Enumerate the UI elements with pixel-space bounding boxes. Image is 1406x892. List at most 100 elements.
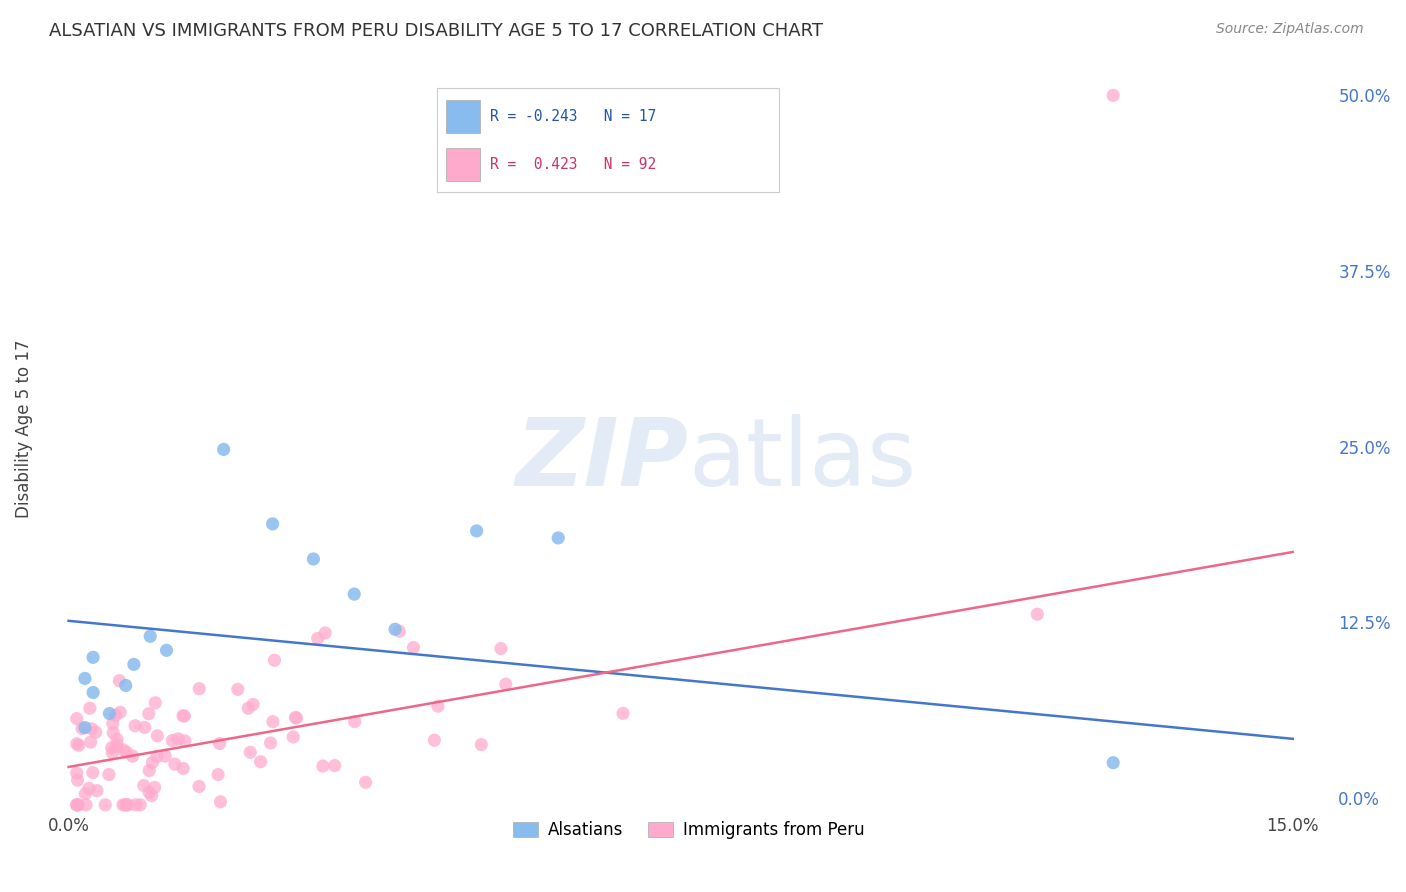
- Point: [343, 714, 366, 729]
- Point: [283, 730, 305, 744]
- Point: [547, 531, 569, 545]
- Point: [354, 775, 377, 789]
- Text: ALSATIAN VS IMMIGRANTS FROM PERU DISABILITY AGE 5 TO 17 CORRELATION CHART: ALSATIAN VS IMMIGRANTS FROM PERU DISABIL…: [49, 22, 823, 40]
- Y-axis label: Disability Age 5 to 17: Disability Age 5 to 17: [15, 340, 32, 518]
- Point: [105, 732, 128, 747]
- Point: [80, 722, 103, 736]
- Point: [242, 698, 264, 712]
- Point: [262, 516, 284, 531]
- Point: [112, 743, 135, 757]
- Point: [77, 781, 100, 796]
- Point: [66, 712, 89, 726]
- Point: [226, 682, 249, 697]
- Legend: Alsatians, Immigrants from Peru: Alsatians, Immigrants from Peru: [506, 814, 872, 846]
- Point: [66, 737, 89, 751]
- Point: [103, 725, 125, 739]
- Point: [143, 780, 166, 795]
- Point: [173, 734, 195, 748]
- Point: [105, 740, 128, 755]
- Point: [75, 787, 97, 801]
- Point: [402, 640, 425, 655]
- Point: [209, 795, 232, 809]
- Point: [1102, 756, 1125, 770]
- Point: [207, 767, 229, 781]
- Point: [312, 759, 335, 773]
- Point: [259, 736, 281, 750]
- Point: [121, 749, 143, 764]
- Point: [101, 740, 124, 755]
- Point: [139, 629, 162, 643]
- Point: [129, 797, 152, 812]
- Point: [114, 678, 136, 692]
- Point: [75, 797, 97, 812]
- Point: [70, 722, 93, 736]
- Point: [302, 552, 325, 566]
- Point: [79, 701, 101, 715]
- Point: [172, 762, 194, 776]
- Point: [101, 746, 124, 760]
- Point: [146, 749, 169, 764]
- Point: [111, 797, 134, 812]
- Point: [141, 756, 163, 770]
- Point: [384, 622, 406, 636]
- Point: [323, 758, 346, 772]
- Text: ZIP: ZIP: [516, 414, 689, 506]
- Point: [138, 764, 160, 778]
- Point: [86, 783, 108, 797]
- Point: [94, 797, 117, 812]
- Point: [284, 710, 307, 724]
- Point: [495, 677, 517, 691]
- Point: [239, 745, 262, 759]
- Point: [470, 738, 492, 752]
- Point: [82, 650, 104, 665]
- Point: [138, 785, 160, 799]
- Point: [188, 780, 211, 794]
- Point: [122, 657, 145, 672]
- Point: [172, 708, 194, 723]
- Point: [263, 653, 285, 667]
- Point: [489, 641, 512, 656]
- Point: [314, 626, 336, 640]
- Point: [173, 709, 195, 723]
- Point: [155, 643, 177, 657]
- Point: [82, 765, 104, 780]
- Point: [1102, 88, 1125, 103]
- Text: atlas: atlas: [689, 414, 917, 506]
- Point: [104, 708, 127, 723]
- Point: [427, 699, 450, 714]
- Point: [141, 789, 163, 803]
- Point: [124, 719, 146, 733]
- Point: [132, 779, 155, 793]
- Point: [423, 733, 446, 747]
- Point: [612, 706, 634, 721]
- Point: [67, 797, 90, 812]
- Point: [153, 749, 176, 764]
- Point: [114, 797, 136, 812]
- Point: [143, 696, 166, 710]
- Point: [138, 706, 160, 721]
- Point: [105, 738, 128, 752]
- Point: [465, 524, 488, 538]
- Point: [249, 755, 271, 769]
- Point: [146, 729, 169, 743]
- Point: [208, 737, 231, 751]
- Point: [97, 767, 120, 781]
- Point: [212, 442, 235, 457]
- Point: [108, 673, 131, 688]
- Point: [115, 797, 138, 812]
- Point: [108, 706, 131, 720]
- Point: [188, 681, 211, 696]
- Point: [343, 587, 366, 601]
- Point: [388, 624, 411, 639]
- Point: [162, 733, 184, 747]
- Point: [134, 720, 156, 734]
- Point: [101, 716, 124, 731]
- Point: [125, 797, 148, 812]
- Point: [84, 725, 107, 739]
- Point: [117, 797, 139, 812]
- Point: [66, 797, 89, 812]
- Point: [66, 797, 89, 812]
- Point: [238, 701, 260, 715]
- Point: [66, 797, 89, 812]
- Point: [67, 739, 90, 753]
